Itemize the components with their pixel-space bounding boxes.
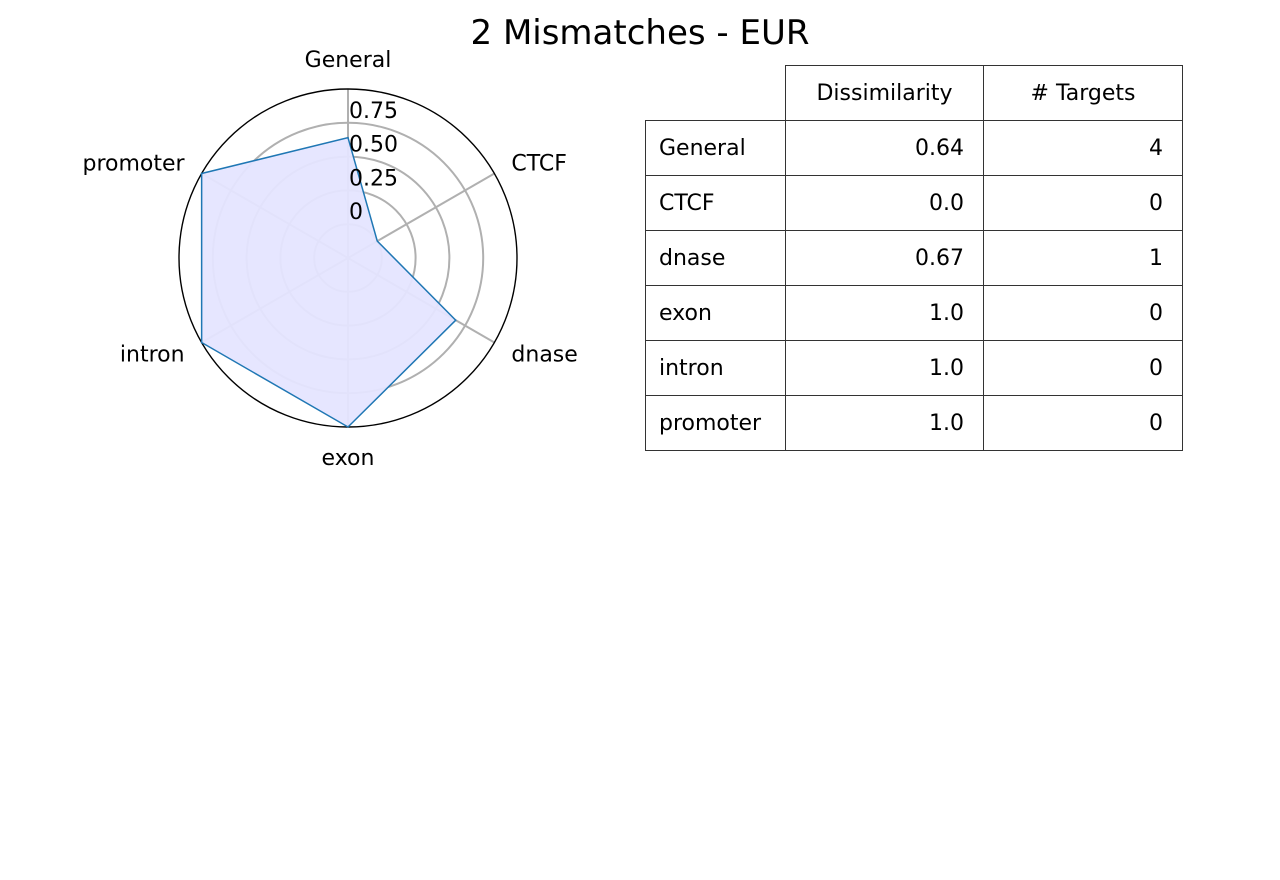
table-row: promoter 1.0 0: [645, 395, 1183, 451]
table-row: intron 1.0 0: [645, 340, 1183, 396]
row-label: General: [645, 120, 786, 176]
table-row: exon 1.0 0: [645, 285, 1183, 341]
radar-tick-labels: 0 0.25 0.50 0.75: [349, 99, 398, 225]
radial-tick-label: 0.25: [349, 166, 398, 191]
category-label: CTCF: [511, 152, 567, 177]
column-header-targets: # Targets: [983, 65, 1183, 121]
targets-cell: 4: [983, 120, 1183, 176]
radial-tick-label: 0.50: [349, 133, 398, 158]
table-row: CTCF 0.0 0: [645, 175, 1183, 231]
radar-area: [201, 137, 456, 428]
targets-cell: 0: [983, 285, 1183, 341]
row-label: exon: [645, 285, 786, 341]
radar-category-labels: General CTCF dnase exon intron promoter: [82, 48, 577, 471]
category-label: exon: [322, 446, 375, 471]
radar-chart: 0 0.25 0.50 0.75 General CTCF dnase exon intron…: [82, 48, 577, 471]
table-row: General 0.64 4: [645, 120, 1183, 176]
category-label: intron: [120, 343, 185, 368]
targets-cell: 1: [983, 230, 1183, 286]
dissimilarity-cell: 1.0: [785, 340, 984, 396]
table-row: dnase 0.67 1: [645, 230, 1183, 286]
dissimilarity-cell: 1.0: [785, 285, 984, 341]
table-header-row: Dissimilarity # Targets: [645, 65, 1183, 121]
category-label: promoter: [82, 152, 185, 177]
category-label: dnase: [511, 343, 577, 368]
dissimilarity-cell: 0.67: [785, 230, 984, 286]
row-label: promoter: [645, 395, 786, 451]
targets-cell: 0: [983, 340, 1183, 396]
radial-tick-label: 0: [349, 200, 363, 225]
targets-cell: 0: [983, 395, 1183, 451]
chart-title: 2 Mismatches - EUR: [470, 13, 810, 53]
column-header-dissimilarity: Dissimilarity: [785, 65, 984, 121]
radial-tick-label: 0.75: [349, 99, 398, 124]
row-label: intron: [645, 340, 786, 396]
dissimilarity-cell: 1.0: [785, 395, 984, 451]
category-label: General: [305, 48, 392, 73]
targets-cell: 0: [983, 175, 1183, 231]
radar-line: [200, 136, 457, 428]
radar-series: [200, 136, 457, 428]
row-label: dnase: [645, 230, 786, 286]
dissimilarity-cell: 0.64: [785, 120, 984, 176]
row-label: CTCF: [645, 175, 786, 231]
table-corner-cell: [645, 65, 786, 121]
dissimilarity-cell: 0.0: [785, 175, 984, 231]
summary-table: Dissimilarity # Targets General 0.64 4 C…: [645, 65, 1183, 451]
